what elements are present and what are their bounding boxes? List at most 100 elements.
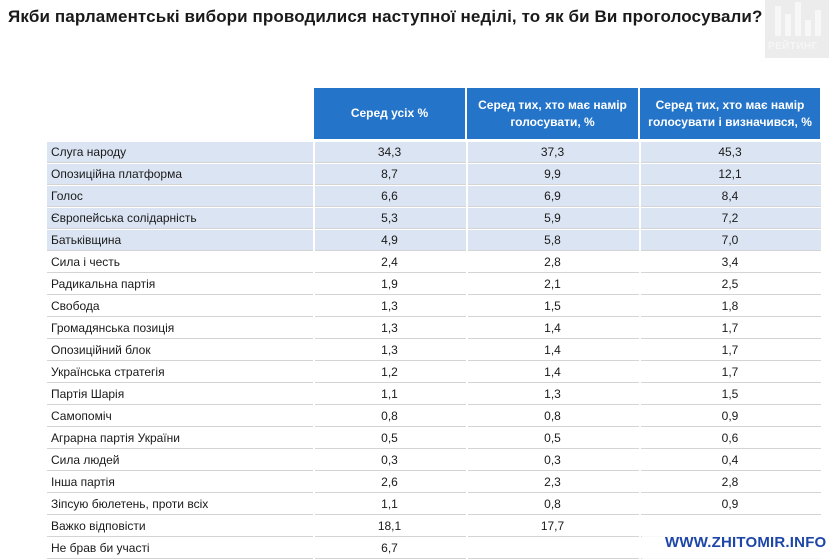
- table-row: Слуга народу 34,3 37,3 45,3: [47, 141, 821, 163]
- value-cell: 2,6: [381, 475, 398, 489]
- table-row: Голос 6,6 6,9 8,4: [47, 185, 821, 207]
- table-row: Громадянська позиція 1,3 1,4 1,7: [47, 317, 821, 339]
- column-separator: [639, 405, 641, 427]
- value-cell: 1,7: [721, 343, 739, 357]
- party-name: Самопоміч: [51, 409, 112, 423]
- column-separator: [639, 317, 641, 339]
- column-separator: [639, 251, 641, 273]
- value-cell: 1,1: [381, 387, 398, 401]
- column-separator: [639, 185, 641, 207]
- party-name: Аграрна партія України: [51, 431, 180, 445]
- table-row: Батьківщина 4,9 5,8 7,0: [47, 229, 821, 251]
- party-name: Голос: [51, 189, 83, 203]
- party-name: Не брав би участі: [51, 541, 150, 555]
- column-separator: [313, 493, 315, 515]
- value-cell: 2,8: [721, 475, 739, 489]
- value-cell: 6,7: [381, 541, 398, 555]
- table-row: Важко відповісти 18,1 17,7: [47, 515, 821, 537]
- value-cell: 1,7: [721, 321, 739, 335]
- party-name: Громадянська позиція: [51, 321, 175, 335]
- party-name: Сила і честь: [51, 255, 121, 269]
- value-cell: 3,4: [721, 255, 739, 269]
- row-divider: [47, 558, 821, 559]
- column-separator: [639, 295, 641, 317]
- value-cell: 0,5: [381, 431, 398, 445]
- column-separator: [313, 537, 315, 559]
- column-separator: [313, 471, 315, 493]
- value-cell: 1,2: [381, 365, 398, 379]
- column-separator: [639, 229, 641, 251]
- column-separator: [639, 163, 641, 185]
- value-cell: 1,4: [544, 321, 561, 335]
- row-divider: [47, 448, 821, 449]
- row-divider: [47, 250, 821, 251]
- column-separator: [639, 449, 641, 471]
- value-cell: 8,4: [721, 189, 739, 203]
- table-row: Інша партія 2,6 2,3 2,8: [47, 471, 821, 493]
- value-cell: 1,4: [544, 343, 561, 357]
- value-cell: 17,7: [540, 519, 565, 533]
- table-row: Українська стратегія 1,2 1,4 1,7: [47, 361, 821, 383]
- row-divider: [47, 426, 821, 427]
- value-cell: 5,8: [544, 233, 561, 247]
- logo-text: РЕЙТИНГ: [768, 41, 818, 52]
- table-row: Аграрна партія України 0,5 0,5 0,6: [47, 427, 821, 449]
- value-cell: 0,8: [544, 497, 561, 511]
- column-separator: [466, 471, 468, 493]
- value-cell: 7,2: [721, 211, 739, 225]
- column-separator: [466, 251, 468, 273]
- value-cell: 0,9: [721, 497, 739, 511]
- party-name: Свобода: [51, 299, 100, 313]
- value-cell: 0,5: [544, 431, 561, 445]
- column-separator: [466, 427, 468, 449]
- row-divider: [47, 338, 821, 339]
- column-separator: [466, 405, 468, 427]
- table-row: Сила людей 0,3 0,3 0,4: [47, 449, 821, 471]
- column-separator: [466, 185, 468, 207]
- column-separator: [639, 273, 641, 295]
- column-separator: [466, 339, 468, 361]
- row-divider: [47, 162, 821, 163]
- value-cell: 5,9: [544, 211, 561, 225]
- row-divider: [47, 492, 821, 493]
- value-cell: 2,1: [544, 277, 561, 291]
- row-divider: [47, 360, 821, 361]
- value-cell: 1,3: [381, 299, 398, 313]
- column-separator: [313, 251, 315, 273]
- value-cell: 2,8: [544, 255, 561, 269]
- row-highlight: [47, 142, 821, 162]
- row-highlight: [47, 208, 821, 228]
- column-separator: [313, 449, 315, 471]
- results-table: Слуга народу 34,3 37,3 45,3 Опозиційна платф…: [47, 141, 821, 559]
- page-title: Якби парламентські вибори проводилися на…: [8, 7, 763, 26]
- party-name: Українська стратегія: [51, 365, 165, 379]
- column-header-all: Серед усіх %: [314, 88, 465, 139]
- value-cell: 5,3: [381, 211, 398, 225]
- table-row: Не брав би участі 6,7: [47, 537, 821, 559]
- column-separator: [313, 317, 315, 339]
- row-highlight: [47, 230, 821, 250]
- table-row: Зіпсую бюлетень, проти всіх 1,1 0,8 0,9: [47, 493, 821, 515]
- row-divider: [47, 382, 821, 383]
- value-cell: 1,7: [721, 365, 739, 379]
- row-divider: [47, 206, 821, 207]
- column-header-decided: Серед тих, хто має намір голосувати і ви…: [640, 88, 820, 139]
- column-separator: [639, 361, 641, 383]
- value-cell: 1,3: [544, 387, 561, 401]
- value-cell: 4,9: [381, 233, 398, 247]
- row-divider: [47, 536, 821, 537]
- value-cell: 7,0: [721, 233, 739, 247]
- value-cell: 2,5: [721, 277, 739, 291]
- value-cell: 34,3: [377, 145, 402, 159]
- value-cell: 6,9: [544, 189, 561, 203]
- column-separator: [639, 493, 641, 515]
- party-name: Сила людей: [51, 453, 120, 467]
- party-name: Батьківщина: [51, 233, 122, 247]
- value-cell: 1,1: [381, 497, 398, 511]
- table-row: Радикальна партія 1,9 2,1 2,5: [47, 273, 821, 295]
- column-separator: [639, 515, 641, 537]
- column-separator: [639, 537, 641, 559]
- party-name: Слуга народу: [51, 145, 127, 159]
- value-cell: 2,3: [544, 475, 561, 489]
- value-cell: 1,3: [381, 321, 398, 335]
